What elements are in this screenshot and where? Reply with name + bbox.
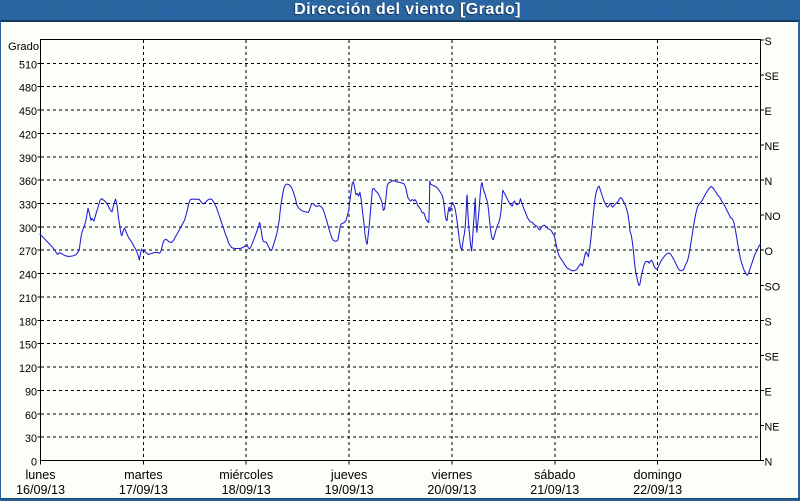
svg-text:120: 120 xyxy=(19,363,37,375)
svg-text:300: 300 xyxy=(19,223,37,235)
svg-text:0: 0 xyxy=(31,457,37,469)
svg-text:210: 210 xyxy=(19,293,37,305)
svg-text:18/09/13: 18/09/13 xyxy=(222,483,271,497)
svg-text:90: 90 xyxy=(25,386,37,398)
svg-text:viernes: viernes xyxy=(432,468,473,482)
svg-text:SE: SE xyxy=(765,351,779,363)
svg-text:E: E xyxy=(765,106,772,118)
svg-text:420: 420 xyxy=(19,129,37,141)
svg-text:19/09/13: 19/09/13 xyxy=(325,483,374,497)
svg-text:330: 330 xyxy=(19,200,37,212)
svg-text:60: 60 xyxy=(25,410,37,422)
svg-text:NE: NE xyxy=(765,141,780,153)
svg-text:21/09/13: 21/09/13 xyxy=(530,483,579,497)
svg-text:360: 360 xyxy=(19,176,37,188)
svg-text:22/09/13: 22/09/13 xyxy=(633,483,682,497)
svg-text:N: N xyxy=(765,457,773,469)
svg-text:E: E xyxy=(765,386,772,398)
svg-text:450: 450 xyxy=(19,106,37,118)
svg-text:SO: SO xyxy=(765,281,781,293)
svg-text:Grado: Grado xyxy=(8,41,39,53)
svg-text:17/09/13: 17/09/13 xyxy=(119,483,168,497)
svg-text:SE: SE xyxy=(765,71,779,83)
svg-text:150: 150 xyxy=(19,340,37,352)
svg-text:lunes: lunes xyxy=(25,468,55,482)
svg-text:480: 480 xyxy=(19,83,37,95)
svg-text:S: S xyxy=(765,316,772,328)
svg-text:NO: NO xyxy=(765,211,781,223)
svg-text:domingo: domingo xyxy=(633,468,681,482)
svg-text:390: 390 xyxy=(19,153,37,165)
svg-text:S: S xyxy=(765,36,772,48)
svg-text:miércoles: miércoles xyxy=(219,468,273,482)
svg-text:16/09/13: 16/09/13 xyxy=(16,483,65,497)
svg-text:30: 30 xyxy=(25,433,37,445)
svg-text:O: O xyxy=(765,246,773,258)
svg-text:240: 240 xyxy=(19,270,37,282)
svg-text:NE: NE xyxy=(765,422,780,434)
svg-text:martes: martes xyxy=(124,468,163,482)
svg-text:N: N xyxy=(765,176,773,188)
svg-text:sábado: sábado xyxy=(534,468,575,482)
svg-text:180: 180 xyxy=(19,316,37,328)
svg-text:jueves: jueves xyxy=(330,468,367,482)
svg-text:510: 510 xyxy=(19,59,37,71)
svg-text:20/09/13: 20/09/13 xyxy=(427,483,476,497)
svg-text:270: 270 xyxy=(19,246,37,258)
